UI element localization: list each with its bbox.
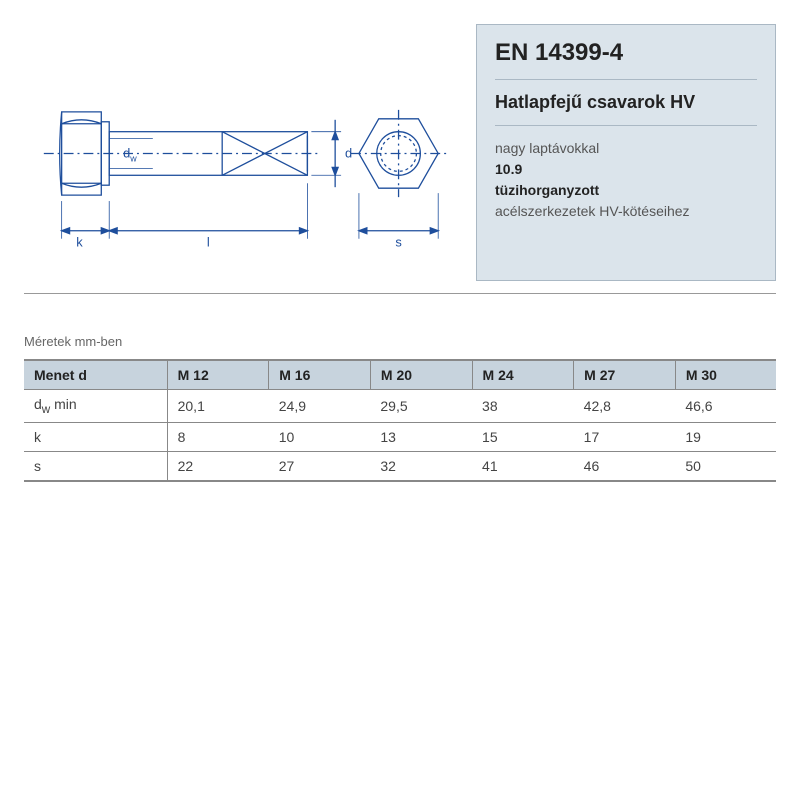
bolt-diagram: dw k l d s: [24, 24, 460, 281]
table-body: dw min20,124,929,53842,846,6k81013151719…: [24, 390, 776, 481]
info-lines: nagy laptávokkal 10.9 tüzihorganyzott ac…: [495, 138, 757, 222]
table-cell: 13: [370, 422, 472, 451]
table-cell: 8: [167, 422, 269, 451]
top-section: dw k l d s EN 14399-4 Hatlapfejű csavaro…: [24, 24, 776, 294]
table-row: s222732414650: [24, 451, 776, 481]
row-label: s: [24, 451, 167, 481]
divider: [495, 125, 757, 126]
table-caption: Méretek mm-ben: [24, 334, 776, 349]
label-s: s: [395, 235, 401, 250]
table-cell: 46: [574, 451, 676, 481]
table-cell: 46,6: [675, 390, 776, 423]
table-cell: 29,5: [370, 390, 472, 423]
table-cell: 17: [574, 422, 676, 451]
dimensions-table: Menet dM 12M 16M 20M 24M 27M 30 dw min20…: [24, 359, 776, 482]
table-header-cell: M 30: [675, 360, 776, 390]
info-line: acélszerkezetek HV-kötéseihez: [495, 201, 757, 222]
row-label: dw min: [24, 390, 167, 423]
standard-code: EN 14399-4: [495, 39, 757, 67]
label-l: l: [207, 235, 210, 250]
info-box: EN 14399-4 Hatlapfejű csavarok HV nagy l…: [476, 24, 776, 281]
table-header-cell: M 12: [167, 360, 269, 390]
table-header-cell: M 24: [472, 360, 574, 390]
label-d: d: [345, 145, 352, 160]
table-cell: 32: [370, 451, 472, 481]
table-cell: 19: [675, 422, 776, 451]
label-k: k: [76, 235, 83, 250]
table-cell: 41: [472, 451, 574, 481]
table-header-cell: Menet d: [24, 360, 167, 390]
info-line: tüzihorganyzott: [495, 180, 757, 201]
info-line: nagy laptávokkal: [495, 138, 757, 159]
table-cell: 10: [269, 422, 371, 451]
table-cell: 27: [269, 451, 371, 481]
table-header-cell: M 16: [269, 360, 371, 390]
row-label: k: [24, 422, 167, 451]
table-row: k81013151719: [24, 422, 776, 451]
table-cell: 15: [472, 422, 574, 451]
table-header-row: Menet dM 12M 16M 20M 24M 27M 30: [24, 360, 776, 390]
info-grade: 10.9: [495, 159, 757, 180]
table-cell: 24,9: [269, 390, 371, 423]
table-header-cell: M 20: [370, 360, 472, 390]
label-dw: dw: [123, 145, 137, 163]
table-header-cell: M 27: [574, 360, 676, 390]
table-cell: 22: [167, 451, 269, 481]
product-title: Hatlapfejű csavarok HV: [495, 92, 757, 113]
table-cell: 38: [472, 390, 574, 423]
page: dw k l d s EN 14399-4 Hatlapfejű csavaro…: [0, 0, 800, 800]
table-cell: 20,1: [167, 390, 269, 423]
divider: [495, 79, 757, 80]
table-row: dw min20,124,929,53842,846,6: [24, 390, 776, 423]
table-cell: 42,8: [574, 390, 676, 423]
table-cell: 50: [675, 451, 776, 481]
bolt-svg: dw k l d s: [24, 24, 460, 281]
